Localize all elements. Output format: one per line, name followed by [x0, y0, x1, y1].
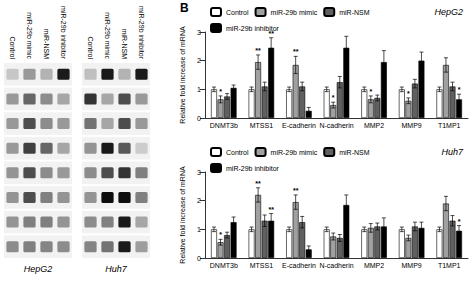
svg-text:**: **	[255, 180, 261, 187]
svg-text:E-cadherin: E-cadherin	[282, 122, 316, 129]
svg-text:Relative fold increase of mRNA: Relative fold increase of mRNA	[179, 166, 186, 264]
svg-text:miR-29b inhibitor: miR-29b inhibitor	[138, 6, 145, 60]
svg-text:miR-NSM: miR-NSM	[121, 29, 128, 59]
svg-text:miR-NSM: miR-NSM	[339, 149, 369, 156]
svg-text:1: 1	[197, 86, 201, 93]
svg-text:Control: Control	[226, 149, 249, 156]
svg-text:T1MP1: T1MP1	[438, 262, 461, 269]
svg-text:MMP9: MMP9	[402, 262, 422, 269]
svg-text:**: **	[293, 187, 299, 194]
svg-text:HepG2: HepG2	[24, 264, 53, 274]
svg-text:**: **	[268, 206, 274, 213]
svg-text:miR-NSM: miR-NSM	[339, 9, 369, 16]
svg-text:T1MP1: T1MP1	[438, 122, 461, 129]
svg-text:miR-NSM: miR-NSM	[43, 29, 50, 59]
svg-text:*: *	[369, 88, 372, 95]
svg-text:miR-29b mimic: miR-29b mimic	[104, 12, 111, 59]
svg-text:miR-29b mimic: miR-29b mimic	[271, 9, 318, 16]
svg-text:0: 0	[197, 255, 201, 262]
svg-text:3: 3	[197, 169, 201, 176]
svg-text:N-cadherin: N-cadherin	[319, 122, 353, 129]
svg-text:Huh7: Huh7	[105, 264, 128, 274]
svg-text:MTSS1: MTSS1	[250, 262, 273, 269]
svg-text:*: *	[332, 94, 335, 101]
svg-text:Huh7: Huh7	[441, 147, 464, 157]
svg-text:0: 0	[197, 115, 201, 122]
svg-text:B: B	[180, 1, 189, 15]
svg-text:2: 2	[197, 197, 201, 204]
svg-text:**: **	[293, 48, 299, 55]
svg-text:DNMT3b: DNMT3b	[210, 262, 238, 269]
svg-text:miR-29b inhibitor: miR-29b inhibitor	[226, 24, 279, 32]
svg-text:N-cadherin: N-cadherin	[319, 262, 353, 269]
svg-text:E-cadherin: E-cadherin	[282, 262, 316, 269]
svg-text:MTSS1: MTSS1	[250, 122, 273, 129]
svg-text:miR-29b mimic: miR-29b mimic	[26, 12, 33, 59]
svg-text:*: *	[407, 90, 410, 97]
svg-text:2: 2	[197, 57, 201, 64]
svg-text:Control: Control	[9, 36, 16, 59]
svg-text:3: 3	[197, 29, 201, 36]
svg-text:miR-29b inhibitor: miR-29b inhibitor	[60, 6, 67, 60]
svg-text:1: 1	[197, 226, 201, 233]
svg-text:*: *	[458, 86, 461, 93]
svg-text:*: *	[219, 88, 222, 95]
svg-text:Relative fold increase of mRNA: Relative fold increase of mRNA	[179, 26, 186, 124]
svg-text:**: **	[268, 30, 274, 37]
svg-text:HepG2: HepG2	[434, 7, 463, 17]
svg-text:*: *	[458, 218, 461, 225]
svg-text:**: **	[255, 47, 261, 54]
svg-text:DNMT3b: DNMT3b	[210, 122, 238, 129]
svg-text:*: *	[219, 231, 222, 238]
svg-text:MMP2: MMP2	[364, 262, 384, 269]
svg-text:MMP2: MMP2	[364, 122, 384, 129]
svg-text:Control: Control	[226, 9, 249, 16]
svg-text:miR-29b mimic: miR-29b mimic	[271, 149, 318, 156]
svg-text:miR-29b inhibitor: miR-29b inhibitor	[226, 165, 280, 172]
svg-text:MMP9: MMP9	[402, 122, 422, 129]
svg-text:Control: Control	[87, 36, 94, 59]
